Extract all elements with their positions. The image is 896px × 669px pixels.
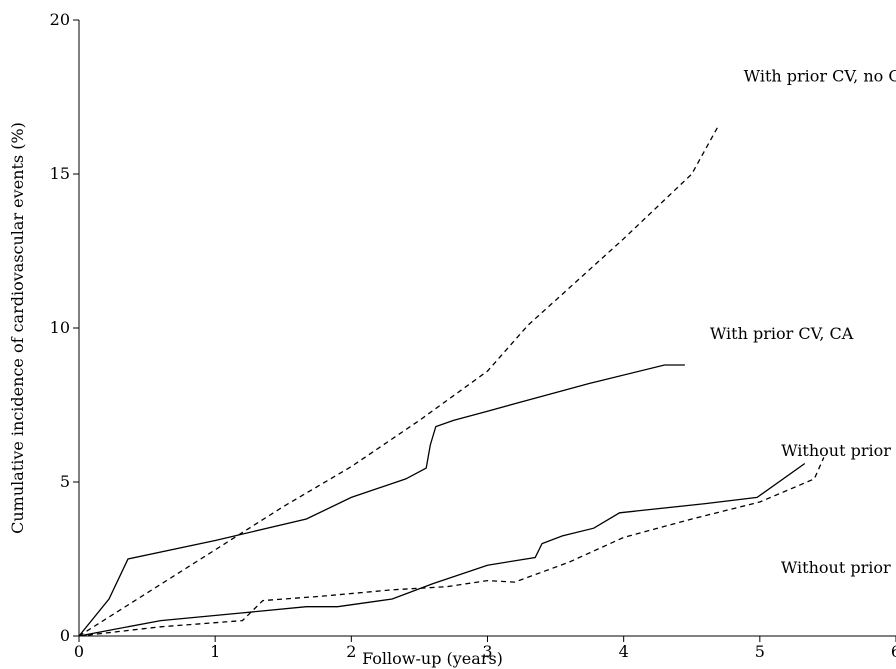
series-annotation: With prior CV, CA — [710, 324, 854, 343]
series-line-3 — [78, 462, 806, 637]
y-tick-label: 0 — [60, 626, 70, 645]
series-line-1 — [78, 124, 720, 637]
x-axis-label: Follow-up (years) — [362, 649, 503, 668]
annotations: With prior CV, no CA With prior CV, CA Wit… — [710, 67, 896, 577]
y-axis-label: Cumulative incidence of cardiovascular e… — [8, 122, 27, 534]
x-tick-label: 1 — [210, 642, 220, 661]
series-annotation: Without prior CV, CA — [781, 441, 896, 460]
series-line-4 — [78, 457, 825, 637]
series-annotation: Without prior CV, no CA — [781, 558, 896, 577]
x-tick-label: 6 — [891, 642, 896, 661]
x-tick-label: 0 — [74, 642, 84, 661]
x-tick-label: 5 — [755, 642, 765, 661]
x-tick-label: 4 — [619, 642, 629, 661]
y-ticks: 0 5 10 15 20 — [50, 10, 79, 645]
y-tick-label: 5 — [60, 472, 70, 491]
x-tick-label: 2 — [346, 642, 356, 661]
x-ticks: 0 1 2 3 4 5 6 — [74, 636, 896, 661]
series-lines — [78, 124, 825, 637]
x-tick-label: 3 — [482, 642, 492, 661]
y-tick-label: 10 — [50, 318, 70, 337]
y-tick-label: 15 — [50, 164, 70, 183]
y-tick-label: 20 — [50, 10, 70, 29]
series-line-2 — [78, 364, 685, 637]
series-annotation: With prior CV, no CA — [744, 67, 896, 86]
